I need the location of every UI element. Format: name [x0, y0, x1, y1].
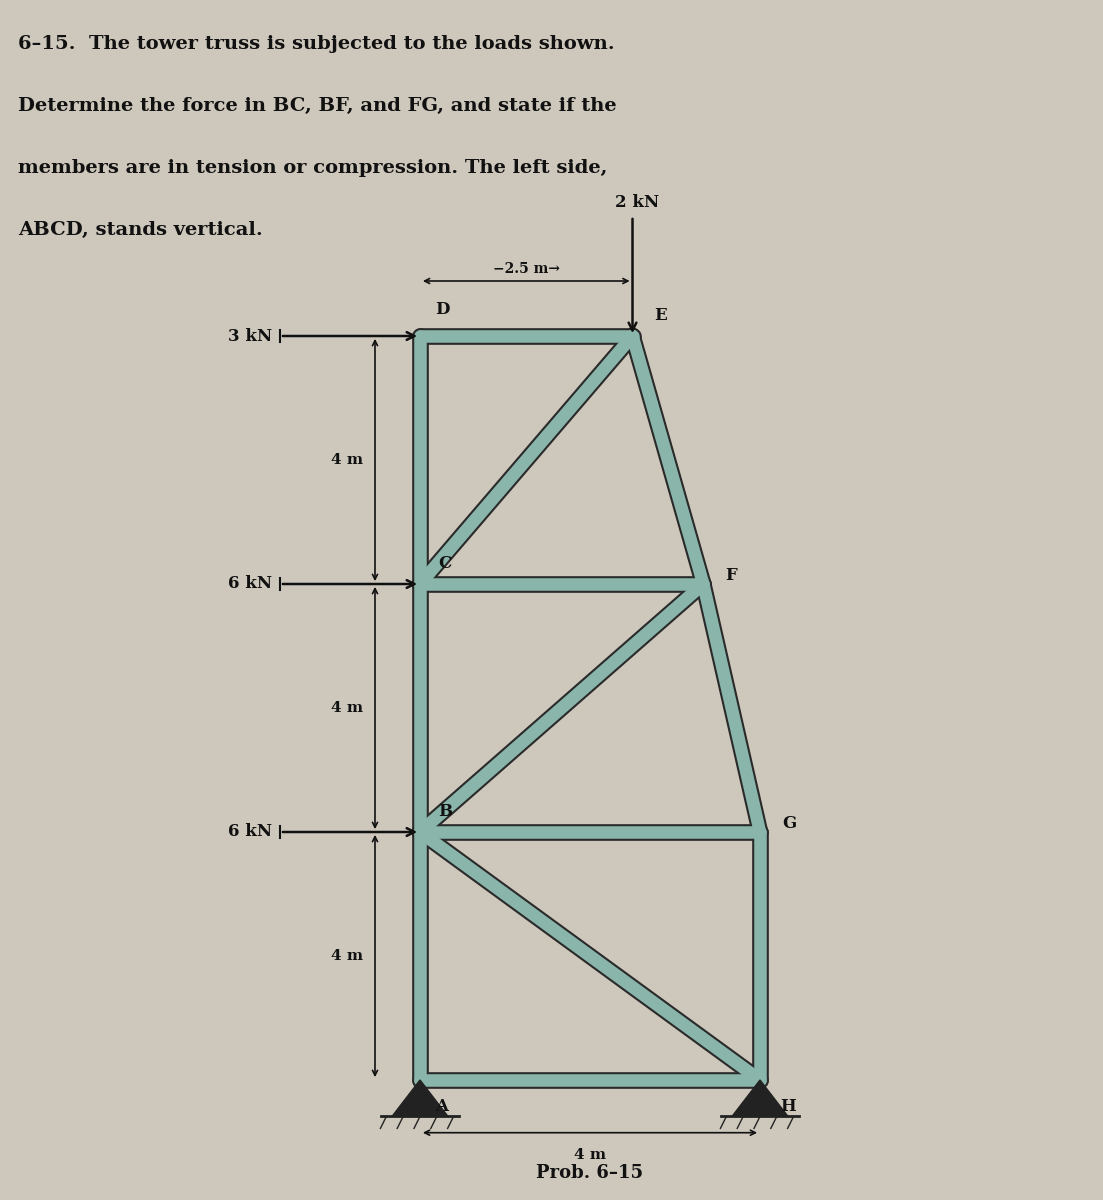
Text: A: A — [435, 1098, 448, 1115]
Text: 3 kN: 3 kN — [228, 328, 272, 344]
Text: G: G — [782, 815, 796, 832]
Text: 6–15.  The tower truss is subjected to the loads shown.: 6–15. The tower truss is subjected to th… — [18, 35, 614, 53]
Text: 6 kN: 6 kN — [228, 576, 272, 593]
Text: Prob. 6–15: Prob. 6–15 — [536, 1164, 643, 1182]
Text: −2.5 m→: −2.5 m→ — [493, 262, 559, 276]
Text: H: H — [780, 1098, 795, 1115]
Text: C: C — [438, 554, 451, 572]
Text: ABCD, stands vertical.: ABCD, stands vertical. — [18, 221, 263, 239]
Text: 2 kN: 2 kN — [615, 194, 660, 211]
Text: Determine the force in BC, BF, and FG, and state if the: Determine the force in BC, BF, and FG, a… — [18, 97, 617, 115]
Text: 4 m: 4 m — [331, 949, 363, 962]
Polygon shape — [732, 1080, 788, 1116]
Text: F: F — [726, 566, 737, 584]
Text: 4 m: 4 m — [574, 1147, 606, 1162]
Text: D: D — [435, 301, 450, 318]
Text: 6 kN: 6 kN — [228, 823, 272, 840]
Text: 4 m: 4 m — [331, 452, 363, 467]
Text: B: B — [438, 803, 452, 820]
Text: E: E — [654, 307, 667, 324]
Text: 4 m: 4 m — [331, 701, 363, 715]
Polygon shape — [392, 1080, 448, 1116]
Text: members are in tension or compression. The left side,: members are in tension or compression. T… — [18, 158, 608, 176]
